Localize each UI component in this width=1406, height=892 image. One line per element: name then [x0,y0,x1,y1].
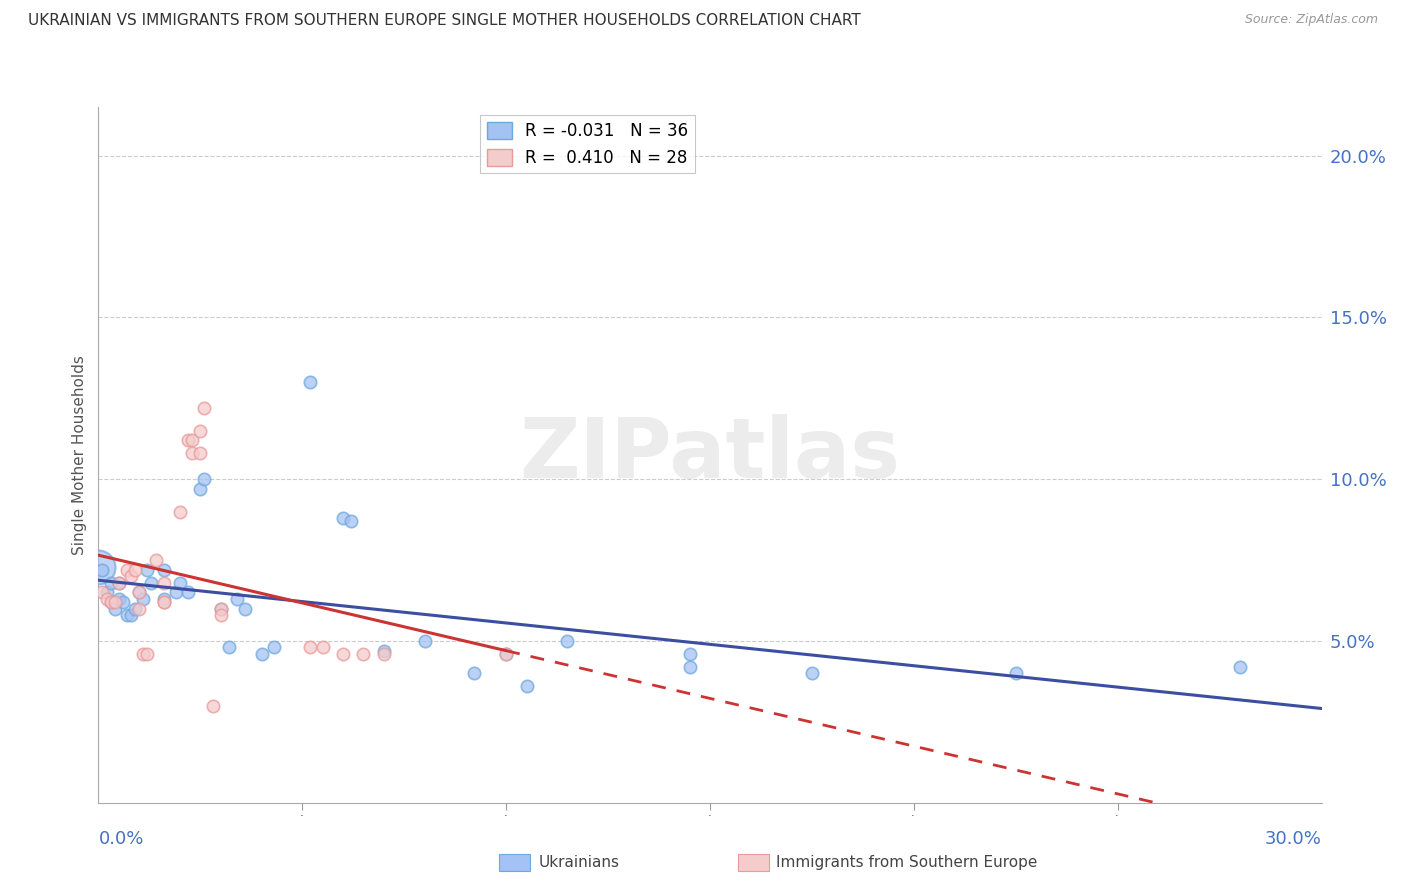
Point [120,569,142,583]
Point [226,591,249,606]
Point [263,640,285,655]
Point [177,585,200,599]
Point [299,375,322,389]
Point [181,434,204,448]
Text: Source: ZipAtlas.com: Source: ZipAtlas.com [1244,13,1378,27]
Point [132,591,155,606]
Point [181,446,204,460]
Point [193,401,215,415]
Text: UKRAINIAN VS IMMIGRANTS FROM SOUTHERN EUROPE SINGLE MOTHER HOUSEHOLDS CORRELATIO: UKRAINIAN VS IMMIGRANTS FROM SOUTHERN EU… [28,13,860,29]
Point [136,563,159,577]
Text: Ukrainians: Ukrainians [538,855,620,870]
Point [152,591,174,606]
Point [413,634,436,648]
Point [108,591,131,606]
Point [152,563,174,577]
Point [233,601,256,615]
Point [100,575,122,590]
Point [177,434,200,448]
Point [209,601,232,615]
Point [87,559,110,574]
Text: 30.0%: 30.0% [1265,830,1322,847]
Point [209,608,232,623]
Point [218,640,240,655]
Point [152,595,174,609]
Point [96,585,118,599]
Point [1229,660,1251,674]
Point [801,666,824,681]
Point [250,647,273,661]
Point [128,585,150,599]
Point [679,647,702,661]
Point [136,647,159,661]
Point [201,698,224,713]
Point [120,608,142,623]
Point [152,575,174,590]
Text: Immigrants from Southern Europe: Immigrants from Southern Europe [776,855,1038,870]
Point [188,446,212,460]
Point [332,511,354,525]
Text: ZIPatlas: ZIPatlas [520,415,900,495]
Point [352,647,374,661]
Point [96,591,118,606]
Point [104,595,127,609]
Point [679,660,702,674]
Point [495,647,517,661]
Point [111,595,134,609]
Point [495,647,517,661]
Point [373,647,395,661]
Point [209,601,232,615]
Point [169,575,191,590]
Point [100,595,122,609]
Point [340,514,363,528]
Point [128,601,150,615]
Point [100,595,122,609]
Point [115,563,138,577]
Y-axis label: Single Mother Households: Single Mother Households [72,355,87,555]
Point [132,647,155,661]
Point [145,553,167,567]
Point [152,595,174,609]
Point [108,575,131,590]
Point [1004,666,1026,681]
Point [91,563,114,577]
Legend: R = -0.031   N = 36, R =  0.410   N = 28: R = -0.031 N = 36, R = 0.410 N = 28 [481,115,695,173]
Point [108,575,131,590]
Point [165,585,187,599]
Point [188,482,212,496]
Point [115,608,138,623]
Point [516,679,538,693]
Point [193,472,215,486]
Point [312,640,335,655]
Text: 0.0%: 0.0% [98,830,143,847]
Point [104,601,127,615]
Point [463,666,485,681]
Point [141,575,163,590]
Point [124,601,146,615]
Point [188,424,212,438]
Point [169,504,191,518]
Point [373,643,395,657]
Point [557,634,579,648]
Point [91,585,114,599]
Point [128,585,150,599]
Point [299,640,322,655]
Point [124,563,146,577]
Point [332,647,354,661]
